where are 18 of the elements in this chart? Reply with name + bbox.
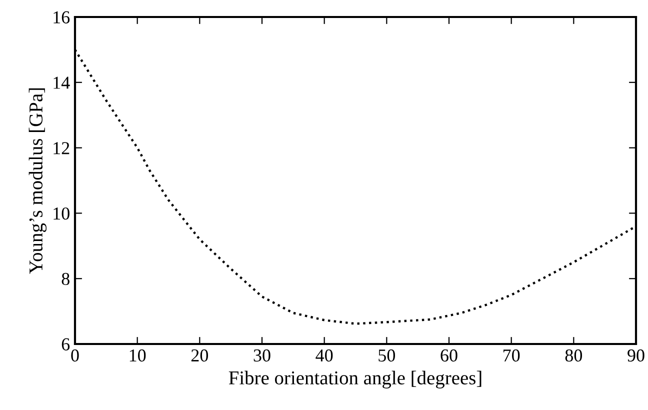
x-tick-label: 10 bbox=[130, 349, 146, 362]
y-axis-title: Young’s modulus [GPa] bbox=[28, 88, 47, 274]
x-tick-label: 70 bbox=[503, 349, 520, 362]
x-tick-label: 20 bbox=[191, 349, 208, 362]
x-tick-label: 60 bbox=[440, 349, 458, 362]
x-axis-title: Fibre orientation angle [degrees] bbox=[228, 370, 482, 388]
x-tick-label: 90 bbox=[628, 349, 644, 362]
x-tick-label: 40 bbox=[316, 349, 333, 362]
x-tick-label: 80 bbox=[565, 349, 582, 362]
x-tick-label: 0 bbox=[71, 349, 79, 362]
y-tick-label: 14 bbox=[54, 76, 70, 89]
y-tick-label: 6 bbox=[62, 338, 70, 350]
y-tick-label: 12 bbox=[54, 142, 70, 154]
x-tick-label: 50 bbox=[378, 349, 396, 362]
y-tick-label: 10 bbox=[54, 207, 70, 220]
x-tick-label: 30 bbox=[254, 349, 270, 362]
y-tick-label: 8 bbox=[62, 272, 70, 286]
y-tick-label: 16 bbox=[54, 11, 70, 24]
